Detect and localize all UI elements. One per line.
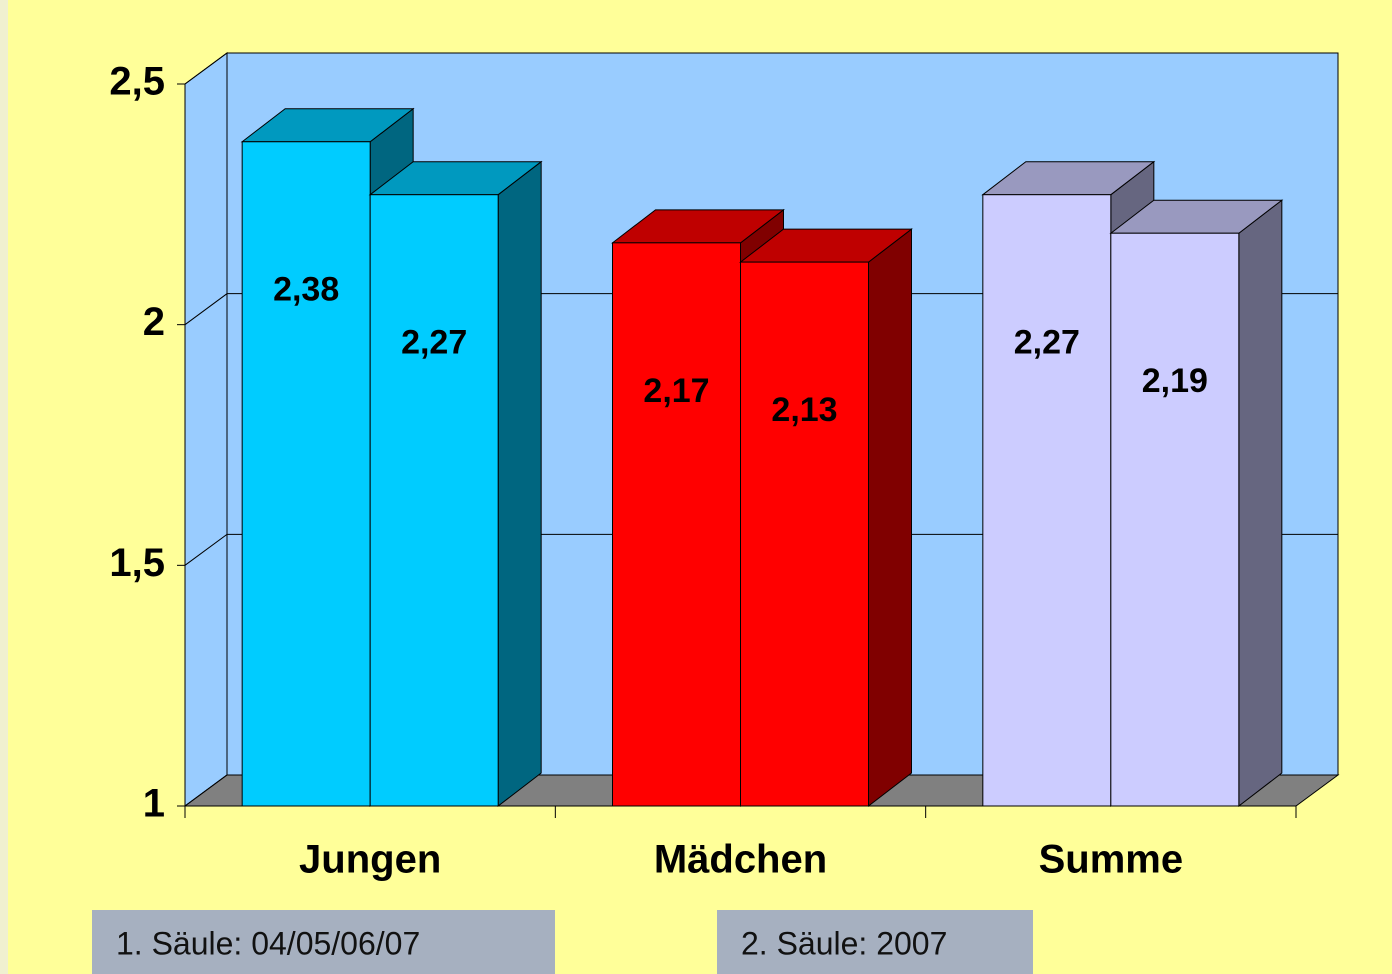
bar-side — [1238, 199, 1283, 808]
left-wall — [184, 52, 228, 807]
y-tick-label: 1 — [143, 782, 165, 826]
bar-side — [497, 160, 542, 808]
value-label: 2,17 — [643, 372, 709, 410]
x-tick-label: Summe — [1039, 838, 1184, 882]
bar — [612, 242, 741, 807]
grid-line — [184, 293, 1338, 326]
y-tick-label: 1,5 — [109, 541, 165, 585]
grid-line — [184, 533, 1338, 566]
value-label: 2,19 — [1142, 362, 1208, 400]
bar-side — [868, 228, 912, 808]
series-label-box — [92, 910, 555, 974]
series-label: 2. Säule: 2007 — [741, 925, 947, 961]
grid-line — [184, 52, 1338, 85]
grid-line — [184, 774, 1338, 807]
x-tick-label: Mädchen — [654, 838, 827, 882]
bar — [369, 194, 499, 807]
bar — [982, 194, 1112, 807]
y-tick-label: 2 — [143, 300, 165, 344]
value-label: 2,13 — [771, 391, 837, 429]
series-label-box — [717, 910, 1033, 974]
bar — [740, 261, 869, 807]
x-tick-label: Jungen — [299, 838, 441, 882]
series-label: 1. Säule: 04/05/06/07 — [116, 925, 420, 961]
bar — [1110, 232, 1240, 807]
y-tick-label: 2,5 — [109, 60, 165, 104]
value-label: 2,27 — [1014, 324, 1080, 362]
bar — [241, 141, 371, 807]
left-margin — [0, 0, 8, 974]
value-label: 2,27 — [401, 324, 467, 362]
value-label: 2,38 — [273, 271, 339, 309]
